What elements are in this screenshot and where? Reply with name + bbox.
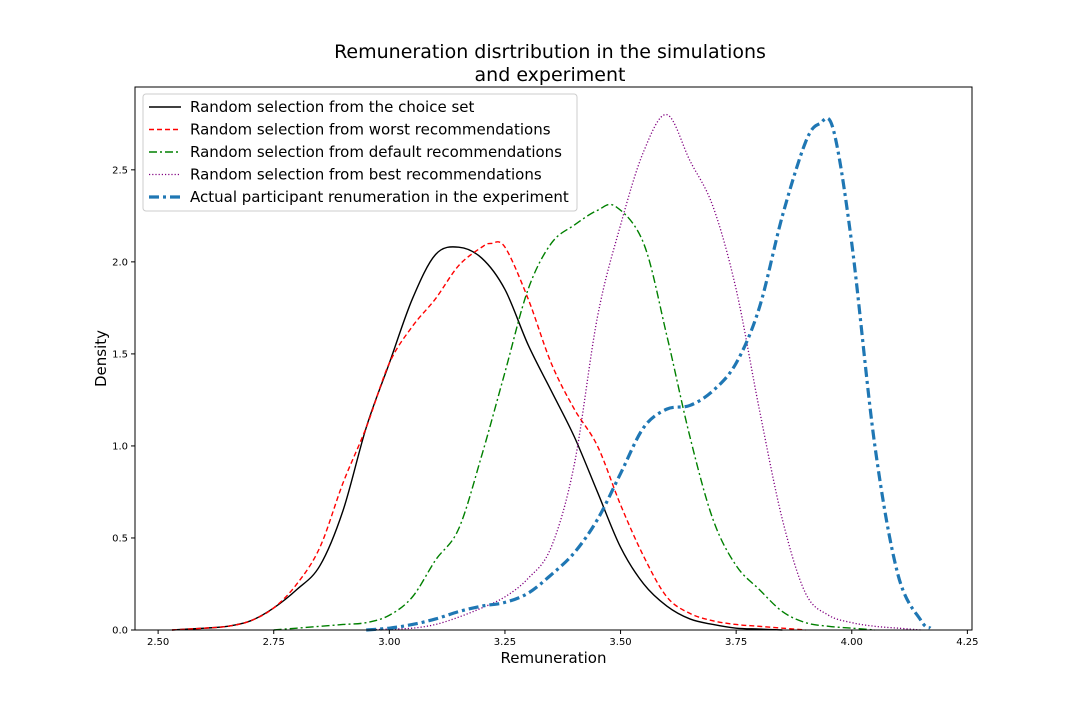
y-tick-label: 1.0 <box>112 441 128 452</box>
y-tick-label: 0.5 <box>112 533 128 544</box>
x-tick-label: 2.75 <box>263 637 285 648</box>
x-tick-label: 3.00 <box>378 637 400 648</box>
legend-label-5: Actual participant renumeration in the e… <box>190 188 569 206</box>
legend-label-4: Random selection from best recommendatio… <box>190 166 542 184</box>
x-tick-label: 4.00 <box>841 637 863 648</box>
y-axis-label: Density <box>92 330 110 387</box>
series-line-1 <box>171 246 783 631</box>
density-curves <box>171 113 932 632</box>
x-tick-label: 3.50 <box>609 637 631 648</box>
y-tick-label: 2.0 <box>112 257 128 268</box>
x-tick-label: 3.25 <box>494 637 516 648</box>
legend-box <box>142 93 578 212</box>
y-axis-ticks: 0.0 0.5 1.0 1.5 2.0 2.5 <box>112 165 135 637</box>
chart-title-line-1: Remuneration disrtribution in the simula… <box>334 41 766 63</box>
plot-frame <box>134 86 973 631</box>
series-line-3 <box>273 203 875 631</box>
chart-title-line-2: and experiment <box>475 64 626 86</box>
legend-label-3: Random selection from default recommenda… <box>190 143 562 161</box>
chart-title: Remuneration disrtribution in the simula… <box>334 41 766 86</box>
x-axis-ticks: 2.50 2.75 3.00 3.25 3.50 3.75 4.00 4.25 <box>147 630 979 648</box>
x-axis-label: Remuneration <box>501 649 607 667</box>
y-tick-label: 0.0 <box>112 626 128 637</box>
legend-label-2: Random selection from worst recommendati… <box>190 121 551 139</box>
legend: Random selection from the choice set Rand… <box>142 93 578 212</box>
x-tick-label: 2.50 <box>147 637 169 648</box>
legend-label-1: Random selection from the choice set <box>190 98 475 116</box>
y-tick-label: 2.5 <box>112 165 128 176</box>
x-tick-label: 4.25 <box>956 637 978 648</box>
y-tick-label: 1.5 <box>112 349 128 360</box>
series-line-2 <box>171 241 806 631</box>
x-tick-label: 3.75 <box>725 637 747 648</box>
series-line-5 <box>366 116 932 632</box>
